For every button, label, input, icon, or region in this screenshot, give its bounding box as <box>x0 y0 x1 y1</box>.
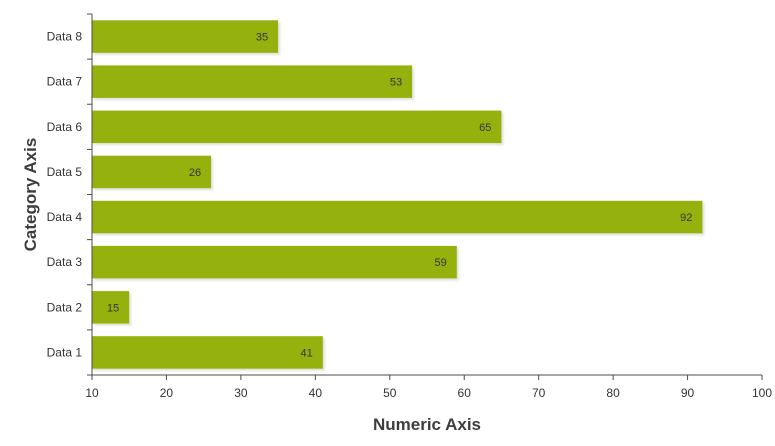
x-tick-label: 50 <box>383 386 397 400</box>
y-category-label: Data 8 <box>47 30 83 44</box>
x-tick-label: 20 <box>160 386 174 400</box>
bar-data-4 <box>92 200 703 234</box>
y-category-label: Data 5 <box>47 165 83 179</box>
numeric-axis-ticks: 10 20 30 40 50 60 70 80 90 100 <box>85 375 772 400</box>
bar-data-8 <box>92 20 279 53</box>
y-category-label: Data 1 <box>47 345 83 359</box>
bar-data-7 <box>92 65 413 98</box>
y-category-label: Data 4 <box>47 210 83 224</box>
y-category-label: Data 6 <box>47 120 83 134</box>
bars-layer: 41 15 59 92 26 65 53 35 <box>92 20 703 369</box>
bar-value-label: 92 <box>680 212 692 224</box>
bar-data-1 <box>92 336 323 369</box>
y-category-label: Data 3 <box>47 255 83 269</box>
x-tick-label: 70 <box>532 386 546 400</box>
x-tick-label: 60 <box>458 386 472 400</box>
bar-data-6 <box>92 110 502 144</box>
bar-value-label: 59 <box>435 257 447 269</box>
numeric-axis-title: Numeric Axis <box>373 415 481 434</box>
x-tick-label: 90 <box>681 386 695 400</box>
x-tick-label: 10 <box>85 386 99 400</box>
bar-data-2 <box>92 291 130 324</box>
y-category-label: Data 7 <box>47 75 83 89</box>
category-axis-title: Category Axis <box>21 138 40 252</box>
bar-value-label: 41 <box>301 347 313 359</box>
x-tick-label: 30 <box>234 386 248 400</box>
y-category-label: Data 2 <box>47 300 83 314</box>
category-axis-ticks: Data 1 Data 2 Data 3 Data 4 Data 5 Data 6 Data… <box>47 13 92 376</box>
bar-value-label: 26 <box>189 167 201 179</box>
x-tick-label: 40 <box>309 386 323 400</box>
x-tick-label: 100 <box>752 386 772 400</box>
bar-data-5 <box>92 155 212 189</box>
bar-value-label: 65 <box>479 122 491 134</box>
bar-value-label: 15 <box>107 302 119 314</box>
bar-value-label: 35 <box>256 32 268 44</box>
x-tick-label: 80 <box>606 386 620 400</box>
bar-data-3 <box>92 245 457 279</box>
bar-value-label: 53 <box>390 77 402 89</box>
